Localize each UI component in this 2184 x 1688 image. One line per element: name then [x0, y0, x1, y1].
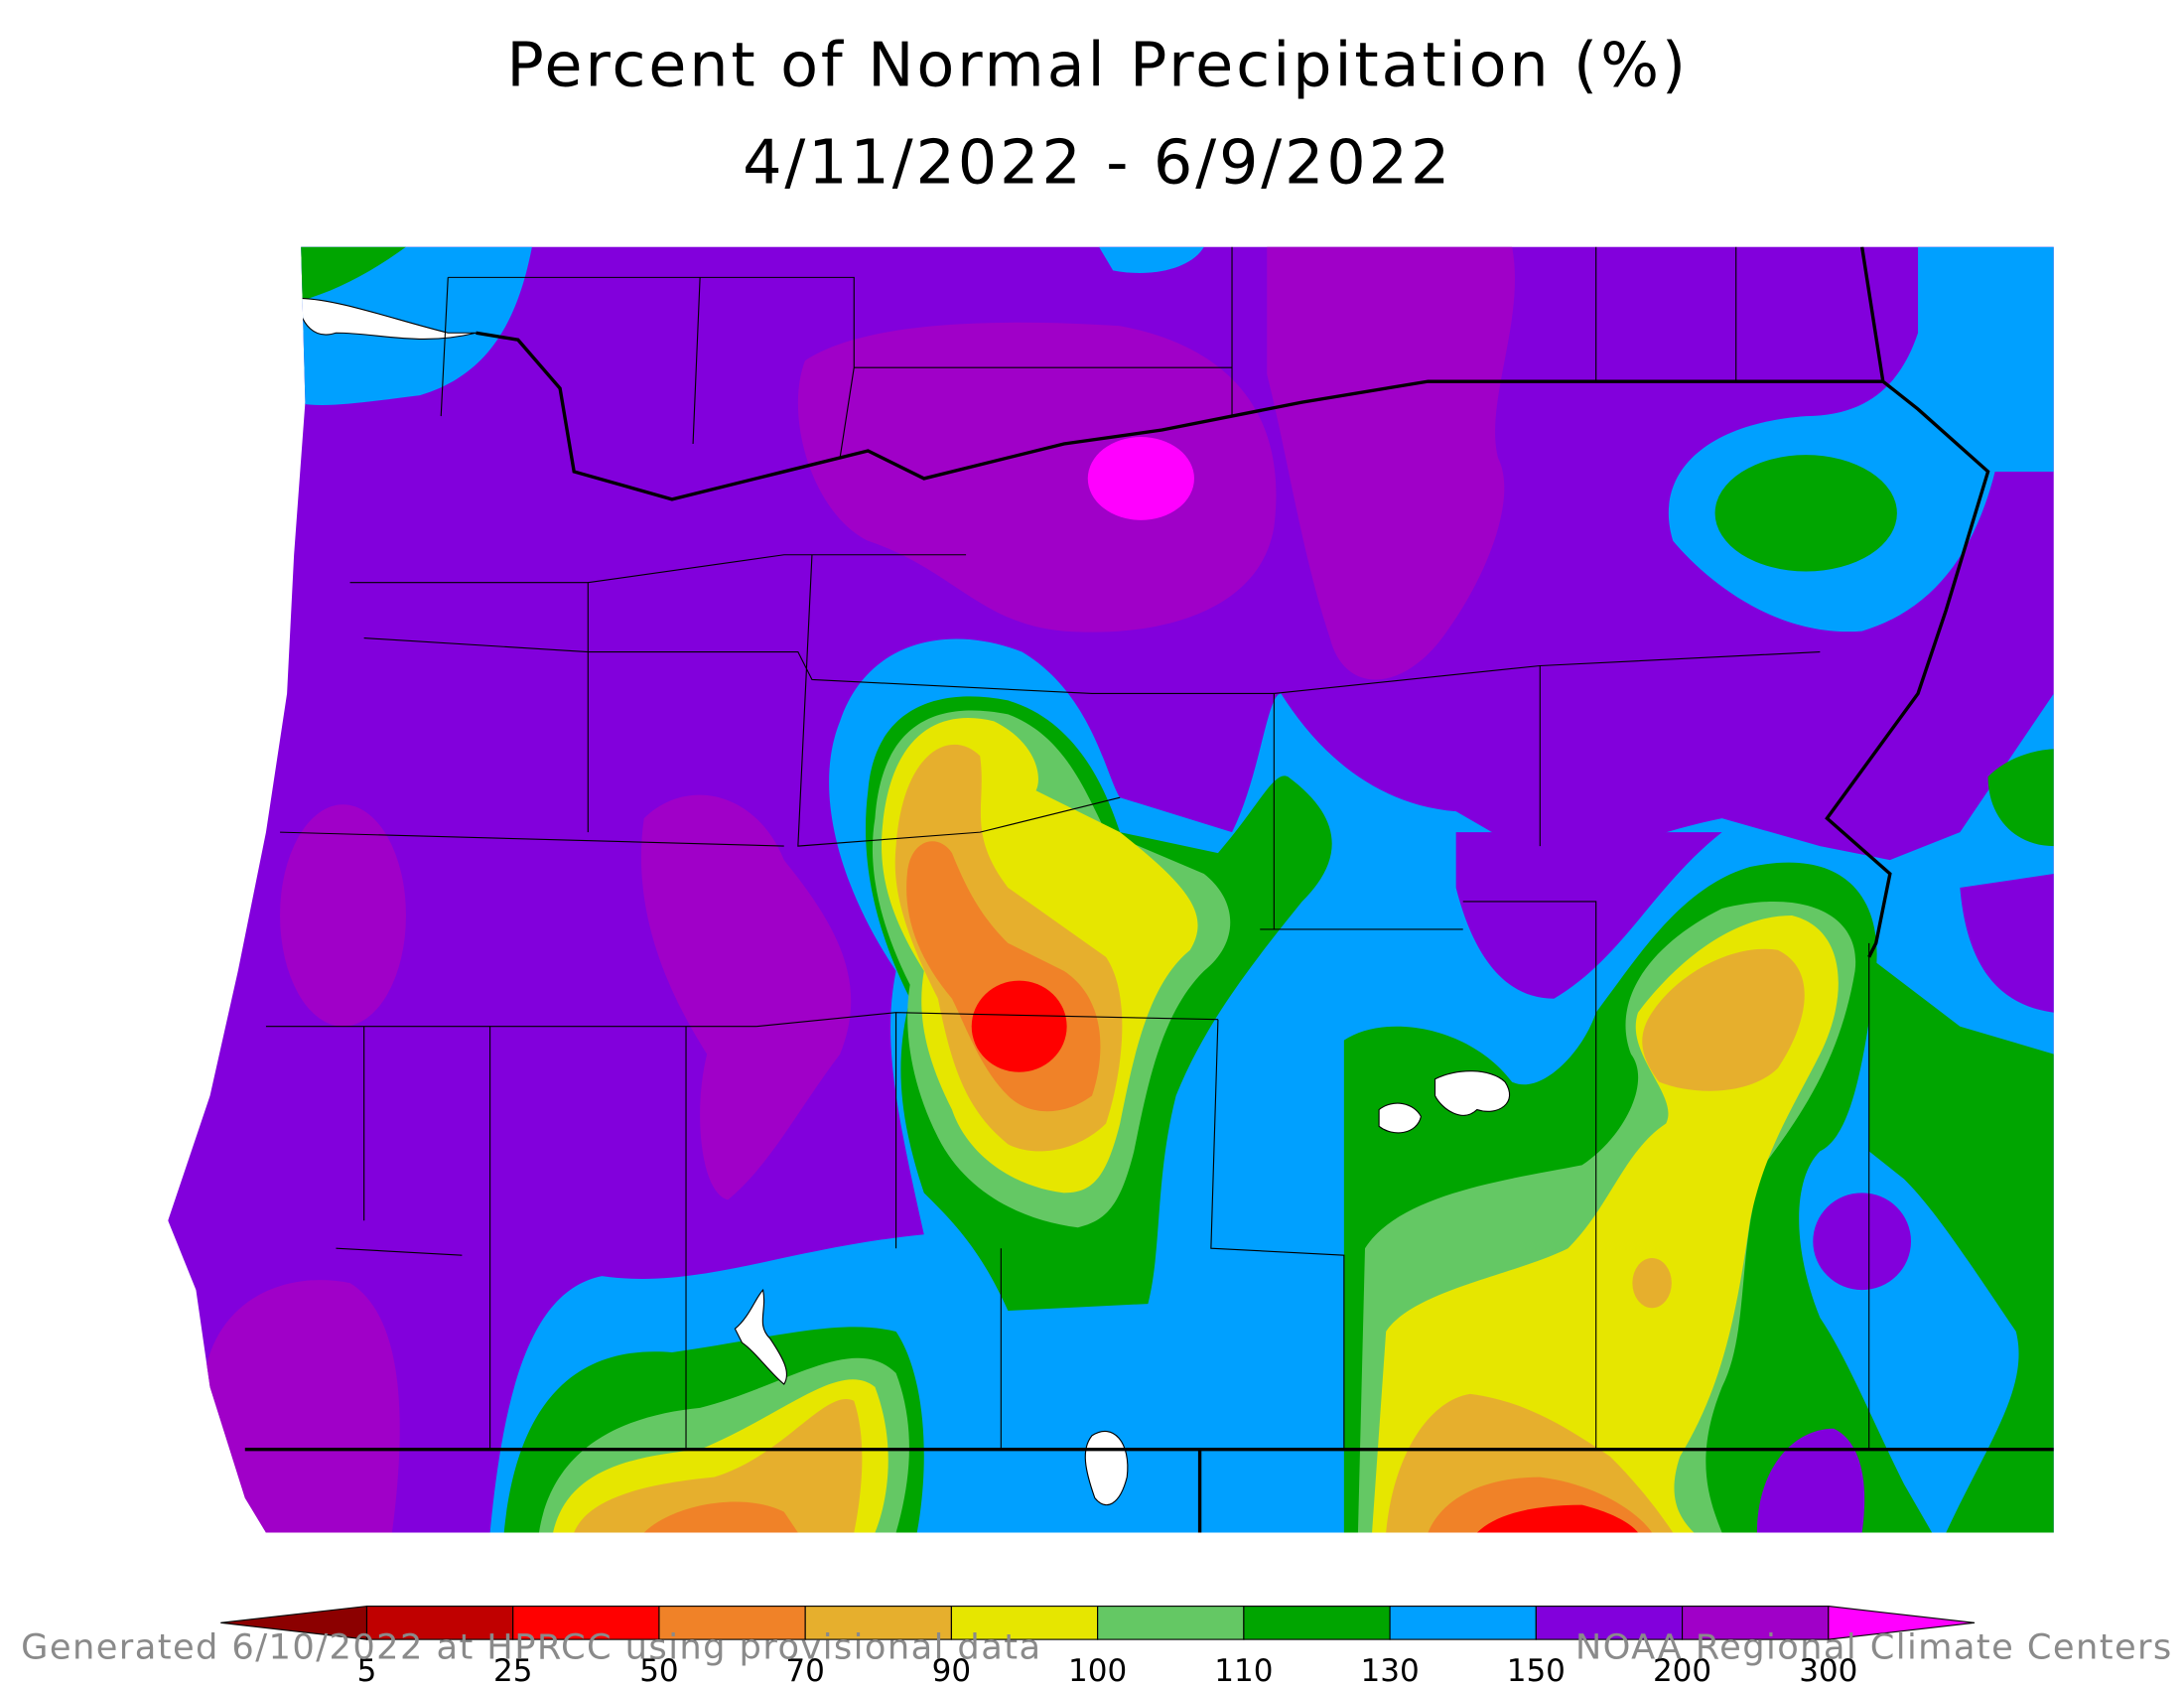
field-region [1455, 832, 1722, 999]
field-region [280, 246, 406, 306]
field-region [574, 1399, 863, 1533]
colorbar: 5 25 50 70 90 100 110 130 150 200 300 [220, 1605, 1976, 1688]
field-region [1476, 1504, 1638, 1533]
field-region [1087, 437, 1194, 520]
field-region [1099, 246, 1204, 273]
field-region [1813, 1193, 1911, 1291]
legend-tick-label: 50 [639, 1653, 678, 1688]
legend-swatch [1389, 1606, 1537, 1640]
footer-credit: Generated 6/10/2022 at HPRCC using provi… [21, 1627, 1041, 1668]
legend-tick-label: 25 [493, 1653, 532, 1688]
field-region [1960, 874, 2054, 1013]
field-region [640, 794, 852, 1200]
field-region [1267, 246, 1515, 680]
field-region [1868, 956, 2054, 1533]
map-title: Percent of Normal Precipitation (%) [506, 30, 1689, 101]
legend-swatch [1828, 1605, 1976, 1640]
legend-tick-label: 70 [785, 1653, 824, 1688]
field-region [1632, 1257, 1672, 1309]
field-region [203, 1280, 400, 1533]
legend-tick-label: 200 [1653, 1653, 1711, 1688]
legend-tick-label: 100 [1068, 1653, 1127, 1688]
footer: Generated 6/10/2022 at HPRCC using provi… [21, 1627, 2173, 1668]
legend-swatch [950, 1606, 1099, 1640]
field-region [1714, 455, 1897, 572]
legend-tick-label: 300 [1799, 1653, 1857, 1688]
legend-swatch [1243, 1606, 1391, 1640]
field-region [971, 980, 1067, 1072]
legend-swatch [804, 1606, 952, 1640]
legend-tick-label: 130 [1361, 1653, 1420, 1688]
legend-tick-label: 5 [357, 1653, 377, 1688]
county-lines [265, 246, 1870, 1450]
state-lines [244, 246, 2054, 1533]
field-region [643, 1501, 798, 1533]
field-region [280, 804, 406, 1027]
footer-source: NOAA Regional Climate Centers [1575, 1627, 2173, 1668]
legend-tick-label: 110 [1214, 1653, 1273, 1688]
legend-tick-label: 150 [1507, 1653, 1566, 1688]
legend-tick-label: 90 [932, 1653, 971, 1688]
legend-swatch [1681, 1606, 1830, 1640]
field-region [1756, 1428, 1865, 1533]
legend-swatch [1097, 1606, 1245, 1640]
precip-field [168, 246, 2054, 1533]
field-region [1987, 749, 2054, 847]
map-subtitle: 4/11/2022 - 6/9/2022 [743, 127, 1452, 199]
field-region [1642, 948, 1805, 1091]
